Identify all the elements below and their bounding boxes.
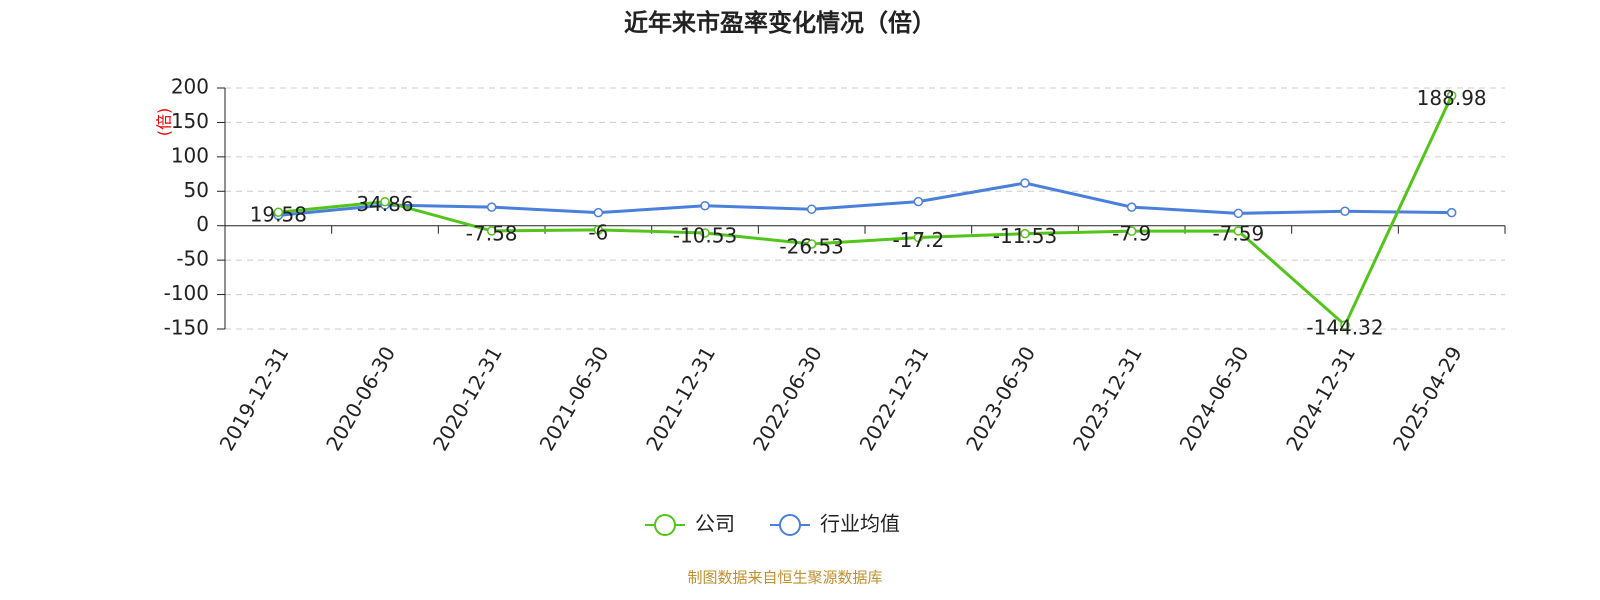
data-label: 19.58: [250, 203, 307, 227]
point: [486, 226, 497, 236]
point: [806, 239, 817, 249]
x-tick-label: 2022-12-31: [855, 342, 934, 455]
point: [593, 207, 604, 218]
point: [1126, 202, 1137, 212]
legend-label: 公司: [695, 512, 735, 536]
legend-marker: [654, 514, 676, 536]
x-tick-label: 2020-12-31: [428, 342, 507, 455]
y-tick-label: 0: [196, 212, 209, 236]
point: [806, 204, 817, 214]
legend-label: 行业均值: [820, 512, 900, 536]
point: [1020, 178, 1030, 188]
point: [273, 207, 284, 217]
point: [380, 196, 390, 207]
point: [913, 232, 924, 243]
x-tick-label: 2019-12-31: [215, 342, 294, 455]
point: [1020, 228, 1030, 239]
x-tick-label: 2024-12-31: [1281, 342, 1360, 455]
data-label: -144.32: [1306, 316, 1383, 340]
data-label: -10.53: [673, 223, 737, 247]
y-tick-label: -100: [164, 281, 209, 305]
y-tick-label: 150: [171, 109, 209, 133]
series-line: [278, 181, 1452, 217]
source-note: 制图数据来自恒生聚源数据库: [687, 569, 882, 587]
y-axis-label: (倍): [155, 108, 174, 137]
point: [486, 202, 497, 212]
data-label: -11.53: [993, 224, 1057, 248]
point: [700, 200, 710, 211]
data-label: -7.9: [1112, 222, 1151, 246]
y-tick-label: -150: [164, 316, 209, 340]
x-tick-label: 2025-04-29: [1388, 342, 1467, 455]
point: [1340, 320, 1350, 330]
point: [593, 225, 604, 235]
chart-title: 近年来市盈率变化情况（倍）: [624, 9, 936, 37]
y-tick-label: 100: [171, 143, 209, 167]
x-tick-label: 2023-06-30: [961, 342, 1040, 455]
data-label: -7.59: [1212, 221, 1264, 245]
data-label: -17.2: [892, 228, 944, 252]
x-tick-label: 2021-12-31: [641, 342, 720, 455]
x-tick-label: 2022-06-30: [748, 342, 827, 455]
y-tick-label: -50: [176, 247, 209, 271]
legend-marker: [779, 514, 801, 536]
point: [913, 196, 924, 207]
point: [1126, 226, 1137, 236]
point: [1233, 226, 1244, 236]
x-tick-label: 2023-12-31: [1068, 342, 1147, 455]
point: [1233, 208, 1244, 219]
point: [700, 228, 710, 238]
point: [1340, 206, 1350, 217]
data-label: 188.98: [1417, 86, 1487, 110]
point: [1446, 207, 1457, 218]
data-label: -26.53: [779, 234, 843, 258]
x-tick-label: 2024-06-30: [1175, 342, 1254, 455]
series-line: [278, 94, 1454, 328]
data-label: -6: [588, 220, 608, 244]
point: [1446, 90, 1457, 101]
data-label: -7.58: [466, 221, 518, 245]
data-label: 34.86: [356, 192, 413, 216]
x-tick-label: 2021-06-30: [535, 342, 614, 455]
y-tick-label: 200: [171, 75, 209, 99]
y-tick-label: 50: [184, 178, 209, 202]
x-tick-label: 2020-06-30: [321, 342, 400, 455]
